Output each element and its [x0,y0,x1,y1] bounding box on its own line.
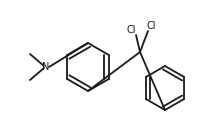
Text: Cl: Cl [146,21,156,31]
Text: N: N [42,62,50,72]
Text: Cl: Cl [126,25,136,35]
